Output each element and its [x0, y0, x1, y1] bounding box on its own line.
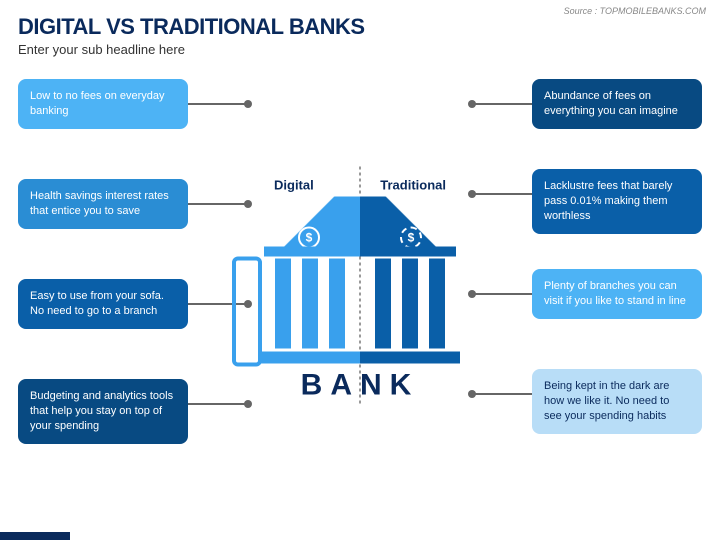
diagram: Low to no fees on everyday banking Health…	[0, 61, 720, 531]
source-label: Source : TOPMOBILEBANKS.COM	[564, 6, 706, 16]
traditional-point-0: Abundance of fees on everything you can …	[532, 79, 702, 129]
bank-graphic: Digital Traditional $ $ BANK	[250, 177, 470, 396]
digital-point-2: Easy to use from your sofa. No need to g…	[18, 279, 188, 329]
label-digital: Digital	[274, 177, 314, 192]
traditional-point-1: Lacklustre fees that barely pass 0.01% m…	[532, 169, 702, 234]
dollar-icon: $	[298, 226, 320, 248]
phone-icon	[232, 256, 262, 366]
page-subtitle: Enter your sub headline here	[18, 42, 702, 57]
dollar-icon: $	[400, 226, 422, 248]
footer-accent	[0, 532, 70, 540]
traditional-point-3: Being kept in the dark are how we like i…	[532, 369, 702, 434]
page-title: DIGITAL VS TRADITIONAL BANKS	[18, 14, 702, 40]
label-traditional: Traditional	[380, 177, 446, 192]
bank-label: BANK	[260, 368, 460, 402]
digital-point-3: Budgeting and analytics tools that help …	[18, 379, 188, 444]
digital-point-0: Low to no fees on everyday banking	[18, 79, 188, 129]
digital-point-1: Health savings interest rates that entic…	[18, 179, 188, 229]
traditional-point-2: Plenty of branches you can visit if you …	[532, 269, 702, 319]
